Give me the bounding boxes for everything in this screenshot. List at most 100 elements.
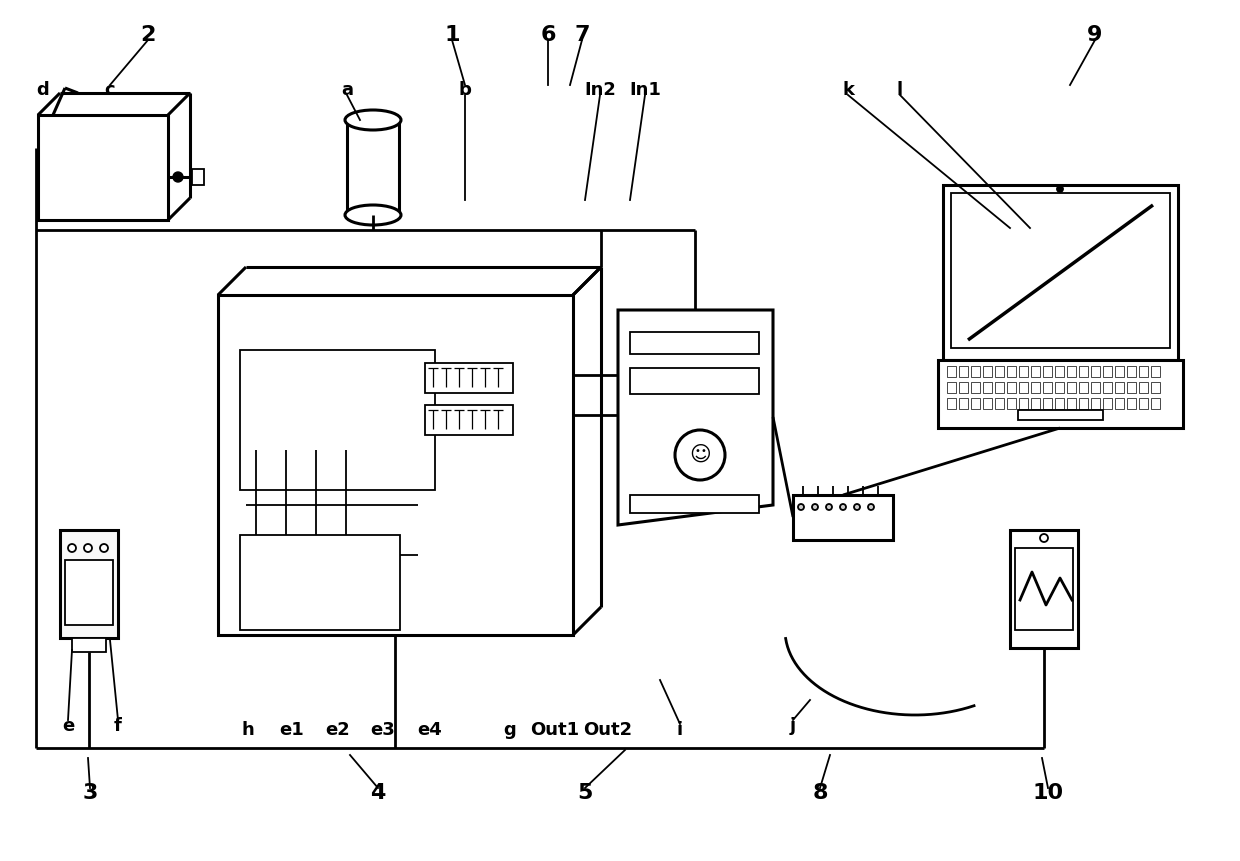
Text: In1: In1 [629,81,661,99]
Bar [192,169,205,185]
Ellipse shape [345,205,401,225]
Bar [942,185,1178,360]
Bar [994,382,1004,393]
Circle shape [839,504,846,510]
Bar [1079,398,1087,409]
Bar [1091,398,1100,409]
Bar [794,495,893,540]
Bar [630,368,759,394]
Circle shape [799,504,804,510]
Bar [1151,366,1159,377]
Bar [1019,366,1028,377]
Bar [1043,382,1052,393]
Bar [248,580,260,592]
Bar [937,360,1183,428]
Bar [1104,382,1112,393]
Bar [1055,366,1064,377]
Text: g: g [503,721,516,739]
Bar [1007,398,1016,409]
Bar [1127,382,1136,393]
Text: h: h [242,721,254,739]
Bar [1066,366,1076,377]
Bar [1127,398,1136,409]
Bar [1140,382,1148,393]
Text: 4: 4 [371,783,386,803]
Text: e2: e2 [326,721,351,739]
Bar [947,366,956,377]
Bar [959,398,968,409]
Circle shape [1056,186,1063,192]
Bar [971,398,980,409]
Bar [983,398,992,409]
Bar [425,363,513,393]
Bar [64,560,113,625]
Bar [1030,398,1040,409]
Bar [1066,382,1076,393]
Bar [1030,382,1040,393]
Bar [983,382,992,393]
Polygon shape [618,310,773,525]
Bar [1104,398,1112,409]
Bar [1007,366,1016,377]
Bar [994,398,1004,409]
Text: e: e [62,717,74,735]
Bar [630,332,759,354]
Text: 2: 2 [140,25,156,45]
Text: 9: 9 [1087,25,1102,45]
Text: l: l [897,81,903,99]
Bar [1043,366,1052,377]
Bar [241,535,401,630]
Text: f: f [114,717,122,735]
Bar [1018,410,1104,420]
Text: 5: 5 [578,783,593,803]
Text: i: i [677,721,683,739]
Text: b: b [459,81,471,99]
Bar [1104,366,1112,377]
Bar [1011,530,1078,648]
Circle shape [68,544,76,552]
Text: e3: e3 [371,721,396,739]
Text: 1: 1 [444,25,460,45]
Bar [72,638,105,652]
Text: j: j [790,717,796,735]
Circle shape [854,504,861,510]
Bar [1115,366,1123,377]
Bar [1030,366,1040,377]
Bar [308,590,320,602]
Text: ☺: ☺ [689,445,711,465]
Bar [1019,382,1028,393]
Bar [959,366,968,377]
Bar [1043,398,1052,409]
Text: 6: 6 [541,25,556,45]
Text: 8: 8 [812,783,828,803]
Circle shape [812,504,818,510]
Bar [1115,382,1123,393]
Bar [1151,382,1159,393]
Bar [959,382,968,393]
Bar [248,617,258,627]
Text: d: d [37,81,50,99]
Text: a: a [341,81,353,99]
Bar [951,193,1171,348]
Text: 3: 3 [82,783,98,803]
Bar [971,366,980,377]
Text: Out1: Out1 [531,721,579,739]
Text: 7: 7 [574,25,590,45]
Bar [1055,398,1064,409]
Bar [1127,366,1136,377]
Bar [1016,548,1073,630]
Bar [1079,382,1087,393]
Text: e4: e4 [418,721,443,739]
Bar [947,382,956,393]
Text: 10: 10 [1033,783,1064,803]
Bar [1115,398,1123,409]
Bar [1066,398,1076,409]
Bar [1091,382,1100,393]
Bar [983,366,992,377]
Text: In2: In2 [584,81,616,99]
Bar [947,398,956,409]
Bar [1140,398,1148,409]
Text: c: c [104,81,115,99]
Circle shape [826,504,832,510]
Circle shape [100,544,108,552]
